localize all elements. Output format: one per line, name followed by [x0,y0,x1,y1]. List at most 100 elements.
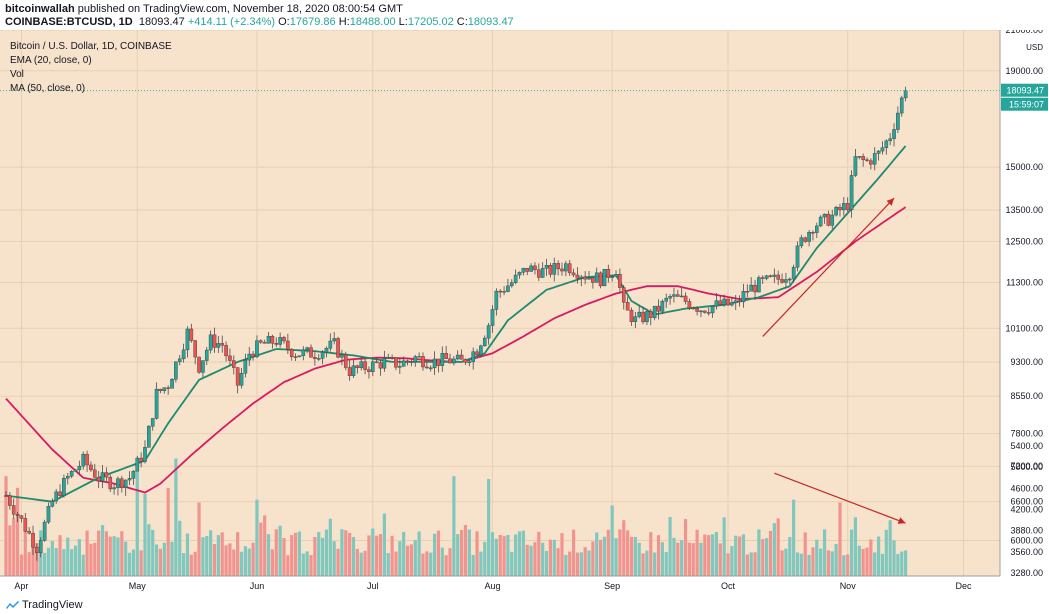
volume-tick-label: 4200.00 [1010,505,1043,515]
volume-bar [583,547,587,576]
candle-body [811,232,815,234]
price-axis-background [1000,30,1049,576]
candle-body [683,295,688,302]
tradingview-brand[interactable]: TradingView [22,599,83,611]
volume-bar [598,539,603,576]
candle-body [463,359,468,363]
candle-body [618,274,622,288]
candle-body [270,335,275,344]
legend-title[interactable]: Bitcoin / U.S. Dollar, 1D, COINBASE [10,41,172,52]
candle-body [648,311,653,318]
candle-body [378,362,383,369]
volume-bar [892,540,896,576]
price-axis[interactable]: USD 21000.00 19000.00 15000.00 13500.00 1250… [999,30,1049,578]
candle-body [35,546,39,554]
candle-body [845,203,850,211]
candle-body [834,206,838,216]
volume-bar [591,541,595,576]
volume-bar [108,536,112,576]
symbol-info: COINBASE:BTCUSD, 1D 18093.47 +414.11 (+2… [5,16,514,28]
volume-bar [649,532,653,576]
volume-bar [182,553,186,576]
volume-bar [19,554,24,576]
time-tick-label: May [129,581,147,591]
candle-body [822,213,827,218]
legend-vol[interactable]: Vol [10,69,24,80]
volume-bar [537,531,541,576]
volume-bar [305,551,309,576]
ema-line-group [5,145,907,503]
time-axis[interactable]: Apr May Jun Jul Aug Sep Oct Nov Dec [0,575,1049,596]
volume-bar [544,550,549,576]
candle-body [255,340,259,358]
volume-bar [830,551,834,576]
candle-body [575,274,580,279]
candle-body [764,275,769,279]
candle-body [158,388,163,391]
candle-body [865,159,869,161]
legend-ema[interactable]: EMA (20, close, 0) [10,55,92,66]
volume-bar [50,541,54,576]
volume-bar [328,518,332,576]
candle-body [405,360,410,363]
volume-bar [398,541,402,576]
volume-bar [301,553,305,576]
volume-bar [718,543,722,576]
volume-bar [637,542,641,576]
price-tick-label: 6000.00 [1010,536,1043,546]
candle-body [108,476,113,490]
trend-arrows [762,197,906,524]
candle-body [799,237,804,247]
candle-body [228,355,232,361]
candle-body [637,311,642,317]
volume-bar [73,545,78,576]
symbol-name[interactable]: COINBASE:BTCUSD, 1D [5,16,133,28]
candle-body [23,518,28,532]
volume-bar [70,549,74,576]
volume-bar [479,551,483,576]
volume-bar [386,553,390,576]
author-name[interactable]: bitcoinwallah [5,3,75,15]
candle-body [745,291,750,293]
volume-bar [517,531,522,576]
volume-bar [444,555,448,576]
price-chart[interactable]: Bitcoin / U.S. Dollar, 1D, COINBASE EMA … [0,30,1049,596]
time-tick-label: Apr [14,581,28,591]
volume-bar [467,529,471,576]
volume-bar [228,543,232,576]
candle-body [664,297,669,302]
candle-body [571,272,576,276]
volume-bar [471,554,475,576]
volume-bar [849,529,854,576]
volume-bar [290,535,294,576]
candle-body [791,266,796,280]
volume-bar [209,530,213,576]
volume-bar [247,548,251,576]
volume-bar [826,550,830,576]
volume-bar [421,553,425,576]
time-tick-label: Dec [956,581,973,591]
volume-bar [266,534,271,576]
publish-info: bitcoinwallah published on TradingView.c… [5,3,403,15]
legend-ma[interactable]: MA (50, close, 0) [10,83,85,94]
tradingview-logo-icon [6,601,19,609]
volume-bar [714,531,719,576]
candle-body [537,269,541,278]
candle-body [780,279,784,283]
candle-body [749,284,753,292]
volume-bar [43,552,47,576]
volume-bar [81,554,85,576]
candle-body [656,305,661,312]
candle-body [293,356,298,358]
open-value: 17679.86 [289,16,336,28]
candle-body [193,340,197,358]
volume-bar [541,542,545,576]
volume-bar [602,536,607,576]
candle-body [123,479,128,488]
candle-body [876,150,881,154]
volume-bar [757,529,761,576]
volume-bar [838,502,842,576]
volume-bar [514,534,518,576]
candle-body [247,353,252,361]
close-label: C: [456,16,468,28]
